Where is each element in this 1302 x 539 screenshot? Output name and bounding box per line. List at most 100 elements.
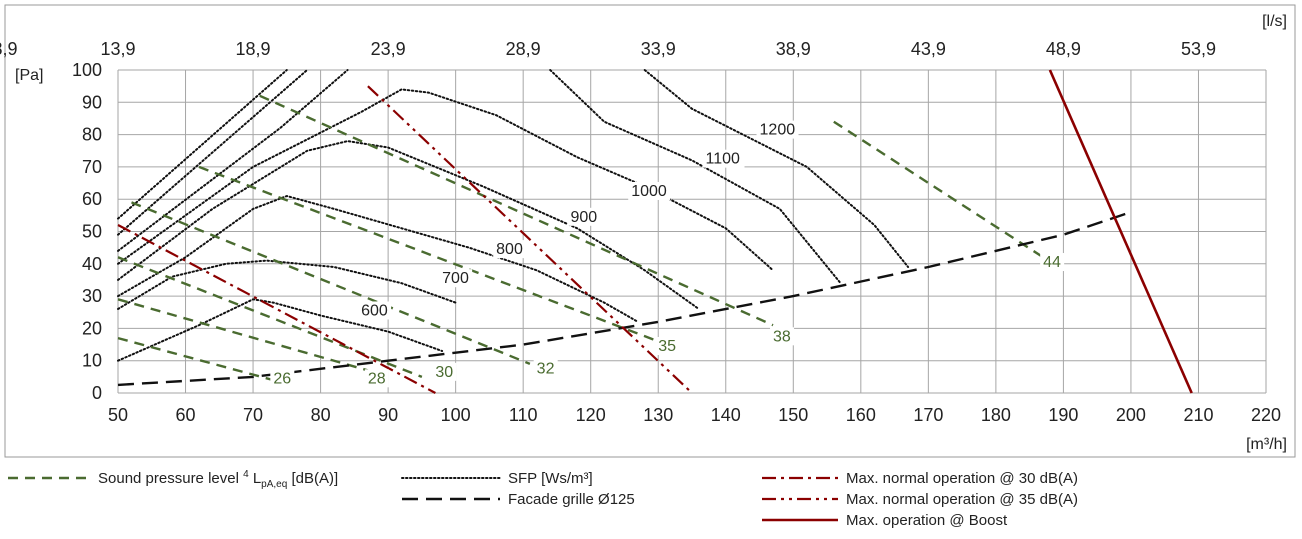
- y-unit-label: [Pa]: [15, 67, 43, 84]
- green-dash-series-line: [117, 336, 274, 382]
- dotted-series-line: [117, 88, 774, 272]
- x2-tick-label: 43,9: [911, 39, 946, 59]
- dotted-series-line: [117, 298, 444, 362]
- x-unit-label: [m³/h]: [1246, 436, 1287, 453]
- x-tick-label: 70: [243, 405, 263, 425]
- x-tick-label: 110: [509, 405, 538, 425]
- x-tick-label: 170: [913, 405, 943, 425]
- x2-unit-label: [l/s]: [1262, 13, 1287, 30]
- legend-label: Max. operation @ Boost: [846, 512, 1008, 529]
- spl-curve-label: 30: [435, 364, 453, 381]
- curve-label-bg: [770, 327, 795, 346]
- y-tick-label: 50: [82, 222, 102, 242]
- black-dash-series-line: [117, 210, 1132, 387]
- green-dash-series-line: [131, 201, 531, 366]
- sfp-curve-label: 700: [442, 270, 469, 287]
- dotted-series-line: [643, 69, 910, 268]
- legend-label: Sound pressure level 4 LpA,eq [dB(A)]: [98, 469, 338, 490]
- curve-label-bg: [432, 362, 457, 381]
- x-tick-label: 160: [846, 405, 876, 425]
- curve-label-bg: [439, 269, 473, 288]
- legend: Sound pressure level 4 LpA,eq [dB(A)] SFP…: [8, 469, 1078, 529]
- curve-label-bg: [655, 337, 680, 356]
- curve-labels: 26 28 30 32 35 38 44 600 700 800 900 1000 1100 1200: [270, 120, 1065, 388]
- x-tick-label: 100: [441, 405, 471, 425]
- dotted-series-line: [117, 69, 288, 220]
- x2-tick-label: 53,9: [1181, 39, 1216, 59]
- curve-label-bg: [567, 207, 601, 226]
- curve-label-bg: [533, 359, 558, 378]
- spl-curve-label: 38: [773, 328, 791, 345]
- x2-tick-label: 18,9: [236, 39, 271, 59]
- green-dash-series-line: [833, 120, 1044, 259]
- y-tick-label: 60: [82, 189, 102, 209]
- y-tick-label: 80: [82, 125, 102, 145]
- curve-label-bg: [756, 120, 799, 139]
- x-tick-label: 60: [176, 405, 196, 425]
- x-tick-label: 80: [311, 405, 331, 425]
- dotted-series-line: [549, 69, 842, 285]
- sfp-curve-label: 800: [496, 241, 523, 258]
- spl-curve-label: 44: [1043, 254, 1061, 271]
- x-tick-label: 50: [108, 405, 128, 425]
- x-tick-label: 120: [576, 405, 606, 425]
- curve-label-bg: [270, 369, 295, 388]
- curve-label-bg: [358, 301, 392, 320]
- curve-label-bg: [628, 181, 671, 200]
- y-tick-label: 70: [82, 157, 102, 177]
- y-tick-label: 10: [82, 351, 102, 371]
- curve-label-bg: [702, 149, 745, 168]
- x-tick-label: 210: [1183, 405, 1213, 425]
- x-tick-label: 90: [378, 405, 398, 425]
- legend-label: Facade grille Ø125: [508, 491, 635, 508]
- dotted-series-line: [117, 195, 639, 323]
- x-tick-label: 130: [643, 405, 673, 425]
- red-solid-series-line: [1048, 69, 1193, 394]
- curve-label-bg: [493, 240, 527, 259]
- legend-label: Max. normal operation @ 30 dB(A): [846, 470, 1078, 487]
- x2-tick-label: 33,9: [641, 39, 676, 59]
- y-tick-label: 100: [72, 60, 102, 80]
- red-dashdotdot-series-line: [367, 85, 693, 394]
- x2-tick-label: 58,9: [0, 39, 18, 59]
- x2-tick-label: 23,9: [371, 39, 406, 59]
- x-tick-label: 220: [1251, 405, 1281, 425]
- green-dash-series-line: [117, 256, 423, 379]
- red-dashdot-series-line: [117, 224, 436, 394]
- y-tick-label: 90: [82, 92, 102, 112]
- spl-curve-label: 28: [368, 370, 386, 387]
- x2-tick-label: 48,9: [1046, 39, 1081, 59]
- sfp-curve-label: 1100: [706, 151, 741, 168]
- green-dash-series-line: [198, 165, 659, 343]
- sfp-curve-label: 900: [570, 209, 597, 226]
- sfp-curve-label: 600: [361, 302, 388, 319]
- spl-curve-label: 32: [537, 361, 555, 378]
- x-tick-label: 190: [1048, 405, 1078, 425]
- y-tick-label: 40: [82, 254, 102, 274]
- green-dash-series-line: [259, 94, 774, 327]
- x-tick-label: 200: [1116, 405, 1146, 425]
- x-tick-label: 140: [711, 405, 741, 425]
- y-tick-label: 20: [82, 318, 102, 338]
- y-tick-label: 0: [92, 383, 102, 403]
- dotted-series-line: [117, 259, 457, 310]
- tick-labels: 50 60 70 80 90 100 110 120 130 140 150 160 170 180 190…: [0, 39, 1281, 425]
- x2-tick-label: 13,9: [100, 39, 135, 59]
- grid: [117, 69, 1267, 394]
- sfp-curve-label: 1000: [631, 183, 667, 200]
- sfp-curve-label: 1200: [760, 122, 796, 139]
- chart-frame: [4, 4, 1296, 458]
- x-tick-label: 150: [778, 405, 808, 425]
- plot-area: [117, 69, 1193, 394]
- spl-curve-label: 26: [273, 370, 291, 387]
- y-tick-label: 30: [82, 286, 102, 306]
- x-tick-label: 180: [981, 405, 1011, 425]
- dotted-series-line: [117, 69, 309, 236]
- curve-label-bg: [1040, 253, 1065, 272]
- curve-label-bg: [364, 369, 389, 388]
- x2-tick-label: 28,9: [506, 39, 541, 59]
- spl-curve-label: 35: [658, 338, 676, 355]
- legend-label: Max. normal operation @ 35 dB(A): [846, 491, 1078, 508]
- dotted-series-line: [117, 140, 700, 310]
- dotted-series-line: [117, 69, 349, 252]
